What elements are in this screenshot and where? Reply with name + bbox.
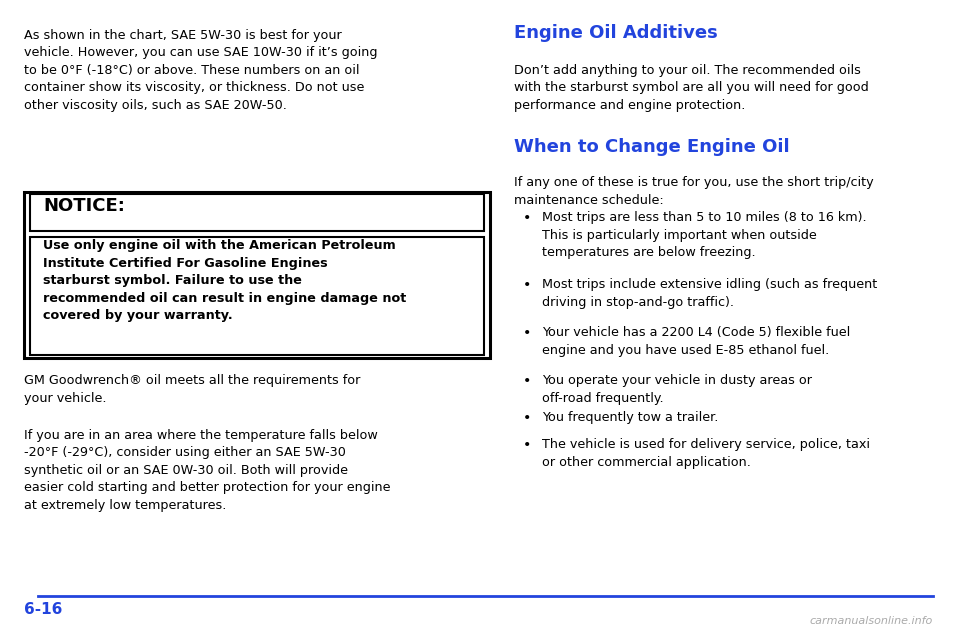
Text: You frequently tow a trailer.: You frequently tow a trailer. — [542, 411, 719, 424]
FancyBboxPatch shape — [30, 194, 484, 231]
Text: Your vehicle has a 2200 L4 (Code 5) flexible fuel
engine and you have used E-85 : Your vehicle has a 2200 L4 (Code 5) flex… — [542, 326, 851, 357]
Text: •: • — [523, 211, 532, 225]
FancyBboxPatch shape — [24, 192, 490, 358]
Text: Most trips include extensive idling (such as frequent
driving in stop-and-go tra: Most trips include extensive idling (suc… — [542, 278, 877, 309]
Text: As shown in the chart, SAE 5W-30 is best for your
vehicle. However, you can use : As shown in the chart, SAE 5W-30 is best… — [24, 29, 377, 112]
Text: Most trips are less than 5 to 10 miles (8 to 16 km).
This is particularly import: Most trips are less than 5 to 10 miles (… — [542, 211, 867, 259]
Text: •: • — [523, 411, 532, 425]
Text: 6-16: 6-16 — [24, 602, 62, 616]
Text: GM Goodwrench® oil meets all the requirements for
your vehicle.: GM Goodwrench® oil meets all the require… — [24, 374, 360, 405]
Text: •: • — [523, 326, 532, 340]
Text: •: • — [523, 278, 532, 292]
Text: Engine Oil Additives: Engine Oil Additives — [514, 24, 717, 42]
Text: Don’t add anything to your oil. The recommended oils
with the starburst symbol a: Don’t add anything to your oil. The reco… — [514, 64, 869, 112]
Text: Use only engine oil with the American Petroleum
Institute Certified For Gasoline: Use only engine oil with the American Pe… — [43, 239, 406, 323]
Text: NOTICE:: NOTICE: — [43, 197, 125, 215]
Text: If any one of these is true for you, use the short trip/city
maintenance schedul: If any one of these is true for you, use… — [514, 176, 874, 207]
Text: If you are in an area where the temperature falls below
-20°F (-29°C), consider : If you are in an area where the temperat… — [24, 429, 391, 512]
FancyBboxPatch shape — [30, 237, 484, 355]
Text: •: • — [523, 438, 532, 452]
Text: When to Change Engine Oil: When to Change Engine Oil — [514, 138, 789, 156]
Text: carmanualsonline.info: carmanualsonline.info — [810, 616, 933, 626]
Text: The vehicle is used for delivery service, police, taxi
or other commercial appli: The vehicle is used for delivery service… — [542, 438, 871, 469]
Text: You operate your vehicle in dusty areas or
off-road frequently.: You operate your vehicle in dusty areas … — [542, 374, 812, 405]
Text: •: • — [523, 374, 532, 388]
